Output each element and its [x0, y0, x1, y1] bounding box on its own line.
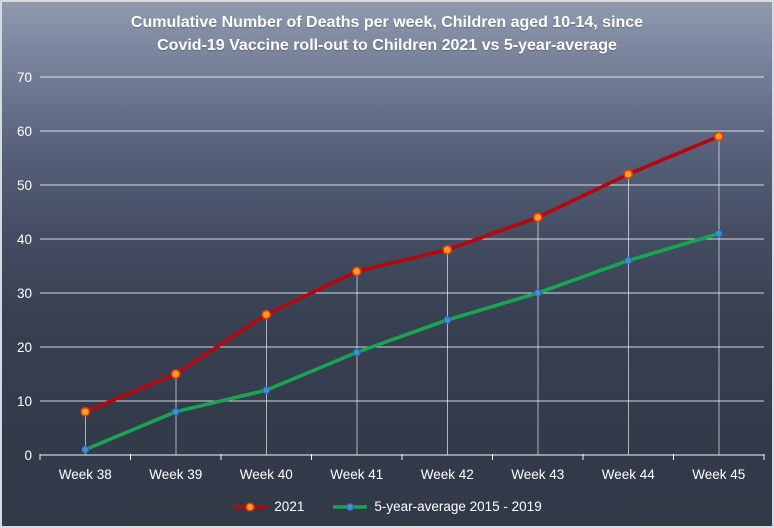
- series-line-2021: [83, 134, 721, 414]
- x-tick-label-Week-44: Week 44: [602, 467, 656, 482]
- data-point-2021-Week 42: [442, 244, 453, 255]
- data-point-2021-Week 45: [713, 131, 724, 142]
- data-point-2021-Week 38: [80, 406, 91, 417]
- x-tick-label-Week-43: Week 43: [511, 467, 564, 482]
- chart-title-line1: Cumulative Number of Deaths per week, Ch…: [130, 14, 644, 31]
- data-point-5yr-Week 42: [443, 316, 452, 324]
- x-tick-label-Week-42: Week 42: [421, 467, 474, 482]
- data-point-5yr-Week 38: [81, 445, 90, 454]
- x-tick-label-Week-41: Week 41: [330, 467, 383, 482]
- legend-label-2021: 2021: [274, 499, 305, 514]
- legend-swatch-2021: [233, 501, 268, 512]
- y-tick-label-70: 70: [17, 70, 32, 85]
- y-tick-label-40: 40: [17, 232, 32, 247]
- x-tick-label-Week-38: Week 38: [59, 467, 112, 482]
- y-tick-label-30: 30: [17, 286, 32, 301]
- data-point-2021-Week 43: [532, 212, 543, 223]
- legend-marker-5yr-average: [346, 502, 355, 511]
- y-tick-label-50: 50: [17, 178, 32, 193]
- y-tick-label-10: 10: [17, 394, 32, 409]
- data-point-5yr-Week 40: [262, 386, 271, 395]
- y-tick-label-0: 0: [24, 448, 32, 463]
- series-line-5yr-average: [83, 231, 721, 452]
- legend-item-2021: 2021: [232, 499, 304, 514]
- chart-legend: 2021 5-year-average 2015 - 2019: [2, 499, 772, 514]
- chart-title-line2: Covid-19 Vaccine roll-out to Children 20…: [157, 37, 617, 54]
- data-point-2021-Week 41: [351, 266, 362, 277]
- data-point-5yr-Week 43: [533, 289, 542, 297]
- y-tick-label-20: 20: [17, 340, 32, 355]
- x-tick-label-Week-39: Week 39: [149, 467, 202, 482]
- y-tick-label-60: 60: [17, 124, 32, 139]
- data-point-5yr-Week 44: [624, 256, 633, 265]
- legend-label-5yr-average: 5-year-average 2015 - 2019: [374, 499, 542, 514]
- data-point-2021-Week 39: [170, 369, 181, 379]
- x-tick-label-Week-45: Week 45: [692, 467, 745, 482]
- data-point-2021-Week 40: [261, 309, 272, 320]
- x-tick-label-Week-40: Week 40: [240, 467, 293, 482]
- chart-title: Cumulative Number of Deaths per week, Ch…: [2, 11, 772, 57]
- data-point-5yr-Week 39: [171, 407, 180, 416]
- legend-item-5yr-average: 5-year-average 2015 - 2019: [332, 499, 542, 514]
- data-point-2021-Week 44: [623, 169, 634, 180]
- data-point-5yr-Week 41: [352, 348, 361, 357]
- legend-marker-2021: [245, 501, 255, 512]
- data-point-5yr-Week 45: [714, 229, 723, 238]
- legend-swatch-5yr-average: [333, 502, 368, 511]
